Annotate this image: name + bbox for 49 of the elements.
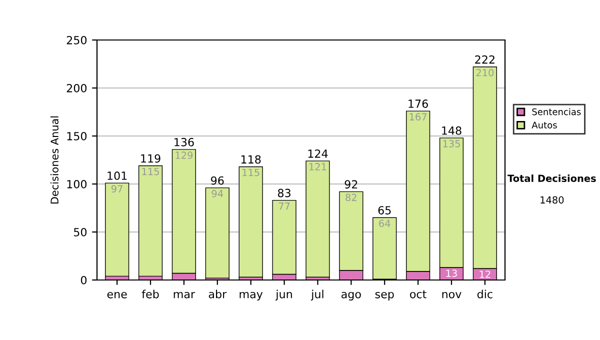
text: 1480 <box>540 196 564 204</box>
legend-label: Sentencias <box>532 108 581 116</box>
total-label: 136 <box>174 138 194 146</box>
x-tick-label: dic <box>477 290 492 298</box>
x-tick-label: abr <box>208 290 227 298</box>
data-label: 12 <box>480 270 490 278</box>
data-label: 13 <box>446 270 457 277</box>
y-tick-label: 0 <box>80 276 87 284</box>
y-axis-title: Decisiones Anual <box>50 116 58 204</box>
total-label: 65 <box>378 206 391 214</box>
y-tick-label: 100 <box>67 180 87 188</box>
x-tick-label: ago <box>342 292 361 300</box>
data-label: 135 <box>443 140 460 148</box>
x-tick-label: feb <box>142 290 159 298</box>
x-tick-label: jun <box>275 290 292 300</box>
total-label: 148 <box>442 126 462 135</box>
data-label: 121 <box>310 163 326 170</box>
total-label: 101 <box>108 172 127 180</box>
x-tick-label: jul <box>310 290 324 300</box>
x-tick-label: may <box>240 292 263 300</box>
data-label: 210 <box>476 68 494 76</box>
total-label: 118 <box>241 155 261 164</box>
total-label: 124 <box>308 149 328 158</box>
total-label: 222 <box>475 55 494 64</box>
data-label: 64 <box>379 220 390 228</box>
data-label: 167 <box>410 113 426 120</box>
x-tick-label: mar <box>174 292 196 298</box>
y-tick-label: 50 <box>74 228 87 236</box>
x-tick-label: sep <box>375 292 394 300</box>
text: Total Decisiones <box>508 174 596 182</box>
total-label: 119 <box>141 154 160 163</box>
y-tick-label: 150 <box>67 132 87 140</box>
data-label: 77 <box>278 202 290 210</box>
data-label: 115 <box>142 168 159 176</box>
x-tick-label: ene <box>107 292 127 298</box>
y-tick-label: 200 <box>66 84 87 92</box>
data-label: 97 <box>111 185 122 192</box>
total-label: 96 <box>211 176 224 185</box>
x-tick-label: oct <box>410 290 426 298</box>
data-label: 94 <box>212 190 224 198</box>
y-tick-label: 250 <box>66 36 87 44</box>
x-tick-label: nov <box>442 292 462 298</box>
total-label: 83 <box>278 188 290 198</box>
data-label: 115 <box>242 168 260 176</box>
data-label: 129 <box>176 152 193 159</box>
total-label: 176 <box>408 100 428 108</box>
total-label: 92 <box>344 180 358 189</box>
data-label: 82 <box>346 194 356 202</box>
legend-label: Autos <box>532 122 557 128</box>
